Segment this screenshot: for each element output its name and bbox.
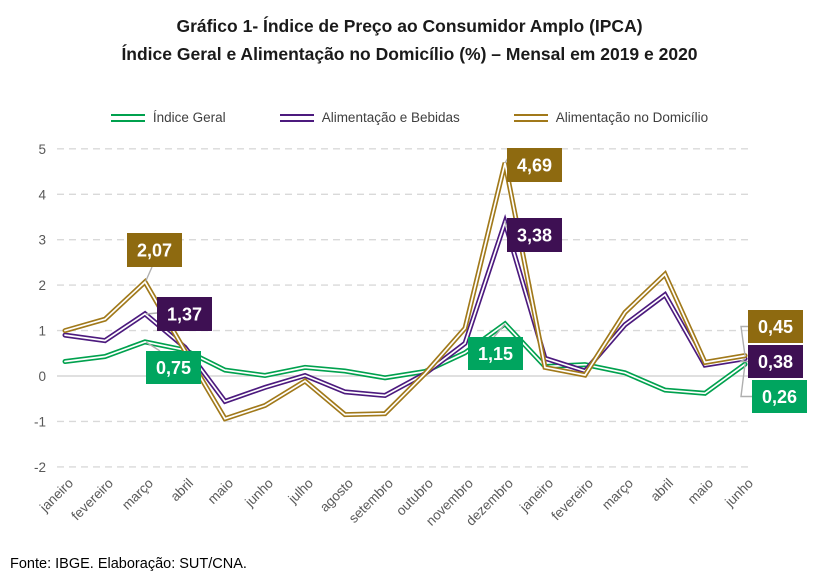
y-axis-tick-label: 0: [38, 369, 46, 384]
data-label-box: [127, 233, 182, 267]
callout-leader-line: [740, 364, 752, 398]
source-note: Fonte: IBGE. Elaboração: SUT/CNA.: [10, 556, 247, 572]
legend-item-alimentacao-bebidas: Alimentação e Bebidas: [279, 110, 460, 125]
data-label-box: [468, 337, 523, 370]
y-axis-tick-label: 1: [38, 324, 46, 339]
y-axis-tick-label: -1: [34, 414, 46, 429]
x-axis-tick-label: maio: [205, 476, 236, 507]
x-axis-tick-label: agosto: [317, 476, 356, 515]
alimentacao-domicilio-line-marker-icon: [513, 113, 548, 122]
series-line-0-core: [64, 322, 746, 395]
data-label-box: [748, 345, 803, 378]
x-axis-tick-label: janeiro: [36, 476, 76, 516]
data-label: 0,75: [156, 358, 191, 378]
x-axis-tick-label: março: [119, 476, 156, 513]
x-axis-tick-label: junho: [241, 476, 276, 511]
x-axis-tick-label: abril: [167, 476, 196, 505]
indice-geral-line-marker-icon: [110, 113, 145, 122]
y-axis-tick-label: 5: [38, 142, 46, 157]
data-label-box: [157, 297, 212, 331]
legend-label-alimentacao-domicilio: Alimentação no Domicílio: [555, 110, 709, 125]
data-label: 4,69: [517, 156, 552, 176]
data-label: 1,37: [167, 305, 202, 325]
chart-title-line1: Gráfico 1- Índice de Preço ao Consumidor…: [176, 16, 643, 36]
data-label: 2,07: [137, 241, 172, 261]
data-label: 0,26: [762, 387, 797, 407]
legend-item-indice-geral: Índice Geral: [110, 110, 226, 125]
y-axis-tick-label: 4: [38, 187, 46, 202]
data-label-box: [507, 218, 562, 252]
callout-leader-line: [145, 266, 153, 282]
x-axis-tick-label: setembro: [346, 476, 396, 526]
data-label-box: [752, 380, 807, 413]
chart-legend: Índice Geral Alimentação e Bebidas Alime…: [0, 110, 819, 125]
callout-leader-line: [740, 325, 748, 356]
x-axis-tick-label: julho: [285, 476, 316, 507]
y-axis-tick-label: 3: [38, 233, 46, 248]
callout-leader-line: [738, 358, 748, 363]
data-label: 0,45: [758, 317, 793, 337]
data-label: 0,38: [758, 352, 793, 372]
x-axis-tick-label: janeiro: [516, 476, 556, 516]
y-axis-tick-label: 2: [38, 278, 46, 293]
callout-leader-line: [145, 312, 158, 315]
series-line-2-core: [64, 162, 746, 420]
x-axis-tick-label: fevereiro: [548, 476, 596, 524]
data-label-box: [748, 310, 803, 343]
x-axis-tick-label: maio: [685, 476, 716, 507]
y-axis-tick-label: -2: [34, 460, 46, 475]
x-axis-tick-label: fevereiro: [68, 476, 116, 524]
callout-leader-line: [145, 341, 161, 352]
x-axis-tick-label: junho: [721, 476, 756, 511]
data-label: 1,15: [478, 344, 513, 364]
chart-title-line2: Índice Geral e Alimentação no Domicílio …: [121, 43, 698, 64]
callout-leader-line: [493, 323, 506, 338]
alimentacao-bebidas-line-marker-icon: [279, 113, 314, 122]
chart-title: Gráfico 1- Índice de Preço ao Consumidor…: [0, 0, 819, 68]
legend-label-indice-geral: Índice Geral: [152, 110, 226, 125]
x-axis-tick-label: abril: [647, 476, 676, 505]
legend-label-alimentacao-bebidas: Alimentação e Bebidas: [321, 110, 460, 125]
data-label-box: [146, 351, 201, 384]
data-label: 3,38: [517, 226, 552, 246]
x-axis-tick-label: março: [599, 476, 636, 513]
data-label-box: [507, 148, 562, 182]
legend-item-alimentacao-domicilio: Alimentação no Domicílio: [513, 110, 709, 125]
